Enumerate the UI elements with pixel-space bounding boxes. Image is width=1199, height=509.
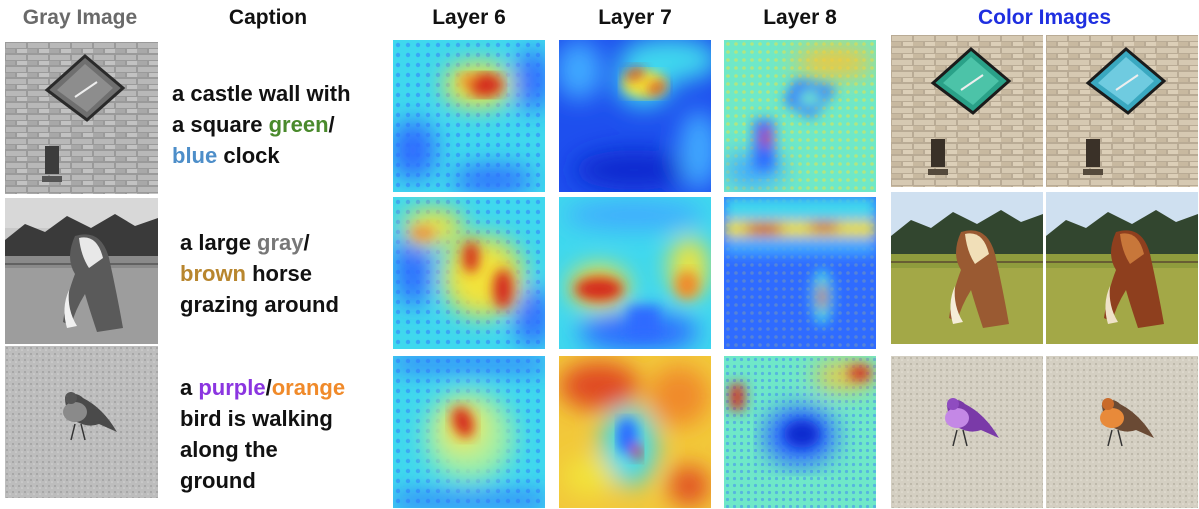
heatmap-layer8-clock (724, 40, 876, 192)
color-image-horse-brown (1046, 192, 1198, 344)
heatmap-layer7-clock (559, 40, 711, 192)
color-word-gray: gray (257, 230, 304, 255)
color-image-bird-purple (891, 356, 1043, 508)
caption-clock: a castle wall with a square green/ blue … (172, 78, 387, 171)
color-image-clock-green (891, 35, 1043, 187)
color-word-orange: orange (271, 375, 346, 400)
caption-text: a large (180, 230, 258, 255)
heatmap-layer7-horse (559, 197, 711, 349)
heatmap-layer6-clock (393, 40, 545, 192)
caption-slash: / (328, 112, 335, 137)
heatmap-layer6-bird (393, 356, 545, 508)
caption-slash: / (265, 375, 272, 400)
heatmap-layer8-horse (724, 197, 876, 349)
gray-image-clock (5, 42, 158, 194)
caption-slash: / (303, 230, 310, 255)
caption-horse: a large gray/ brown horse grazing around (180, 227, 390, 320)
caption-text: grazing around (180, 292, 339, 317)
caption-text: clock (217, 143, 280, 168)
gray-image-bird (5, 346, 158, 498)
heatmap-layer6-horse (393, 197, 545, 349)
color-word-green: green (268, 112, 329, 137)
caption-text: a (180, 375, 199, 400)
header-layer-8: Layer 8 (763, 6, 837, 29)
color-image-horse-gray (891, 192, 1043, 344)
heatmap-layer8-bird (724, 356, 876, 508)
header-caption: Caption (228, 6, 308, 29)
color-image-bird-orange (1046, 356, 1198, 508)
header-color-images: Color Images (977, 6, 1112, 29)
gray-image-horse (5, 198, 158, 344)
caption-text: a castle wall with (172, 81, 351, 106)
color-image-clock-blue (1046, 35, 1198, 187)
header-layer-7: Layer 7 (598, 6, 672, 29)
color-word-blue: blue (172, 143, 218, 168)
heatmap-layer7-bird (559, 356, 711, 508)
header-layer-6: Layer 6 (432, 6, 506, 29)
caption-text: a square (172, 112, 269, 137)
caption-text: bird is walking (180, 406, 333, 431)
color-word-brown: brown (180, 261, 246, 286)
caption-bird: a purple/orange bird is walking along th… (180, 372, 390, 496)
caption-text: along the (180, 437, 278, 462)
caption-text: ground (180, 468, 256, 493)
header-gray-image: Gray Image (22, 6, 138, 29)
caption-text: horse (246, 261, 313, 286)
color-word-purple: purple (198, 375, 266, 400)
